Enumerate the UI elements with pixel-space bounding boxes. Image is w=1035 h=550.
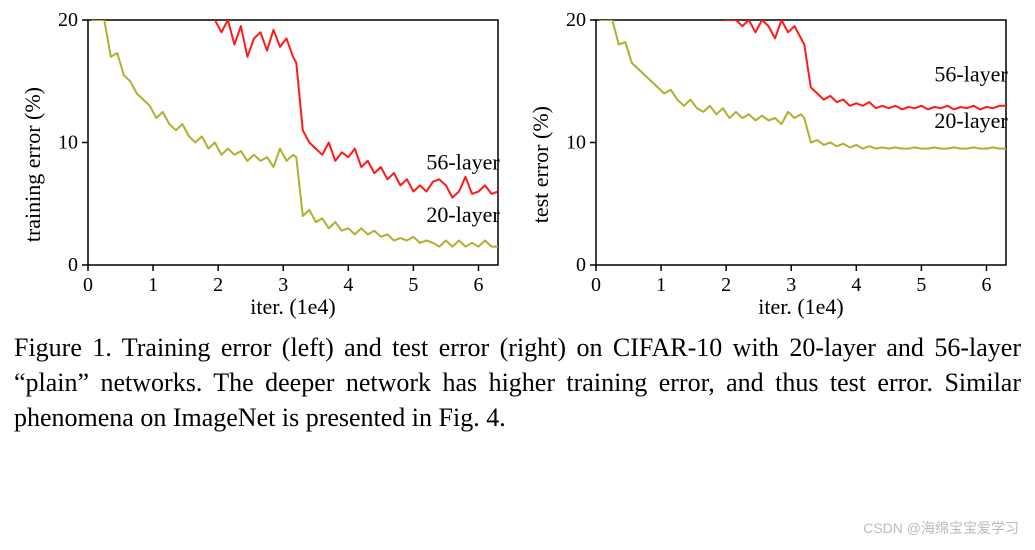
svg-text:10: 10 xyxy=(566,132,586,154)
svg-text:20: 20 xyxy=(58,10,78,31)
right-ylabel: test error (%) xyxy=(528,106,554,223)
svg-text:0: 0 xyxy=(83,274,93,296)
svg-text:2: 2 xyxy=(213,274,223,296)
svg-text:0: 0 xyxy=(68,254,78,276)
svg-text:3: 3 xyxy=(278,274,288,296)
svg-text:0: 0 xyxy=(591,274,601,296)
svg-text:6: 6 xyxy=(473,274,483,296)
svg-text:0: 0 xyxy=(576,254,586,276)
left-chart-wrap: training error (%) 0 1 2 3 4 5 6 0 10 20 iter. (1e… xyxy=(20,10,508,320)
svg-text:4: 4 xyxy=(343,274,353,296)
svg-text:56-layer: 56-layer xyxy=(934,61,1008,86)
svg-text:56-layer: 56-layer xyxy=(426,149,500,174)
svg-text:1: 1 xyxy=(148,274,158,296)
svg-text:4: 4 xyxy=(851,274,861,296)
svg-text:10: 10 xyxy=(58,132,78,154)
svg-text:6: 6 xyxy=(981,274,991,296)
watermark: CSDN @海绵宝宝爱学习 xyxy=(863,518,1019,538)
svg-text:iter. (1e4): iter. (1e4) xyxy=(250,294,336,319)
training-error-chart: 0 1 2 3 4 5 6 0 10 20 iter. (1e4) 56-layer 20-layer xyxy=(48,10,508,320)
svg-text:iter. (1e4): iter. (1e4) xyxy=(758,294,844,319)
figure-caption: Figure 1. Training error (left) and test… xyxy=(10,330,1025,435)
svg-text:2: 2 xyxy=(721,274,731,296)
test-error-chart: 0 1 2 3 4 5 6 0 10 20 iter. (1e4) 56-layer 20-layer xyxy=(556,10,1016,320)
right-chart-wrap: test error (%) 0 1 2 3 4 5 6 0 10 20 iter. (1e4) 56… xyxy=(528,10,1016,320)
svg-text:3: 3 xyxy=(786,274,796,296)
svg-text:5: 5 xyxy=(916,274,926,296)
svg-text:20-layer: 20-layer xyxy=(426,202,500,227)
svg-text:1: 1 xyxy=(656,274,666,296)
charts-row: training error (%) 012345601020iter. (1e… xyxy=(10,10,1025,320)
svg-text:20-layer: 20-layer xyxy=(934,108,1008,133)
left-ylabel: training error (%) xyxy=(20,87,46,242)
svg-text:20: 20 xyxy=(566,10,586,31)
svg-text:5: 5 xyxy=(408,274,418,296)
